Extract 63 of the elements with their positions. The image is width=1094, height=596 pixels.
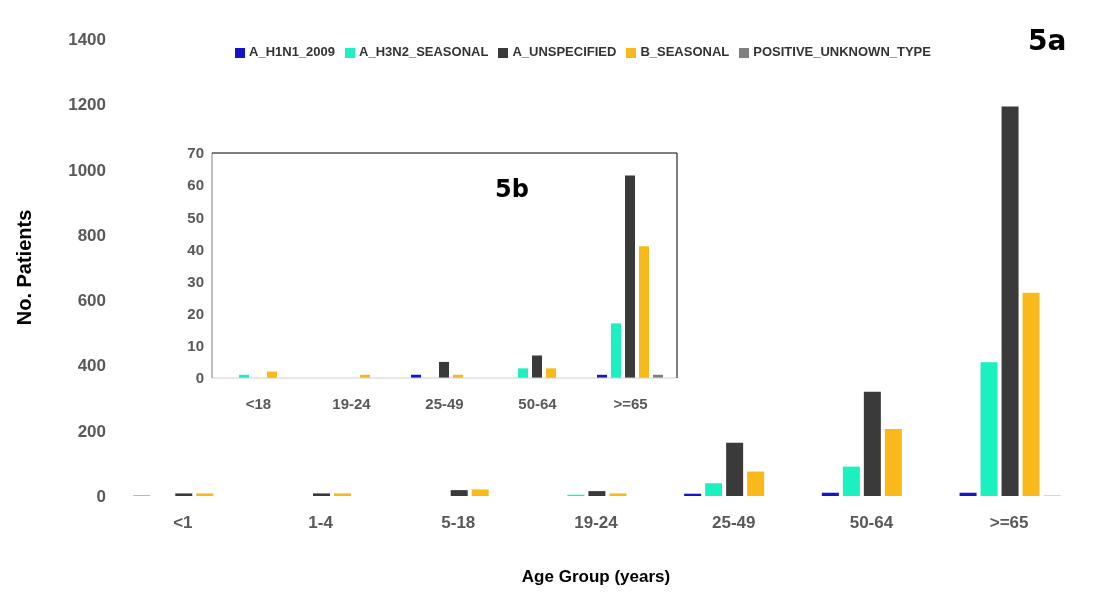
y-tick-label: 1200 bbox=[68, 95, 106, 115]
y-tick-label: 30 bbox=[187, 272, 204, 290]
bar bbox=[196, 493, 214, 496]
bar bbox=[333, 493, 351, 496]
bar bbox=[639, 246, 650, 378]
x-tick-label: 5-18 bbox=[441, 513, 476, 533]
bar bbox=[726, 442, 744, 496]
x-tick-label: >=65 bbox=[989, 513, 1029, 533]
bar bbox=[609, 493, 627, 496]
bar bbox=[532, 355, 543, 378]
x-tick-label: >=65 bbox=[613, 394, 648, 412]
bar bbox=[821, 492, 839, 496]
bar bbox=[705, 483, 723, 496]
text: 5b bbox=[495, 175, 529, 203]
y-tick-label: 600 bbox=[77, 291, 106, 311]
x-axis-title: Age Group (years) bbox=[521, 567, 671, 586]
y-tick-label: 200 bbox=[77, 421, 106, 441]
bar bbox=[439, 361, 450, 378]
bar bbox=[625, 175, 636, 378]
y-tick-label: 10 bbox=[187, 337, 204, 355]
legend-label: B_SEASONAL bbox=[640, 44, 730, 59]
x-tick-label: 19-24 bbox=[332, 394, 372, 412]
y-tick-label: 50 bbox=[187, 208, 204, 226]
y-tick-label: 60 bbox=[187, 176, 204, 194]
bar bbox=[1022, 292, 1040, 496]
bar bbox=[175, 493, 193, 496]
chart-title: 5a bbox=[1028, 24, 1067, 57]
y-tick-label: 1000 bbox=[68, 160, 106, 180]
y-axis-title: No. Patients bbox=[13, 209, 36, 326]
legend-label: A_H1N1_2009 bbox=[249, 44, 336, 59]
bar bbox=[842, 466, 860, 496]
x-tick-label: <1 bbox=[173, 513, 193, 533]
bar bbox=[884, 429, 902, 496]
bar bbox=[863, 391, 881, 496]
y-tick-label: 400 bbox=[77, 356, 106, 376]
bar bbox=[312, 493, 330, 496]
bar bbox=[959, 492, 977, 496]
x-tick-label: <18 bbox=[245, 394, 272, 412]
legend-label: A_UNSPECIFIED bbox=[512, 44, 617, 59]
y-tick-label: 800 bbox=[77, 225, 106, 245]
bar bbox=[546, 368, 557, 378]
bar bbox=[980, 362, 998, 496]
y-tick-label: 0 bbox=[96, 487, 106, 507]
bar bbox=[518, 368, 529, 378]
bar bbox=[450, 490, 468, 496]
y-tick-label: 40 bbox=[187, 240, 204, 258]
legend-label: POSITIVE_UNKNOWN_TYPE bbox=[753, 44, 931, 59]
x-tick-label: 25-49 bbox=[711, 513, 756, 533]
y-tick-label: 70 bbox=[187, 144, 204, 162]
y-tick-label: 0 bbox=[195, 369, 204, 387]
bar bbox=[1001, 106, 1019, 496]
x-tick-label: 50-64 bbox=[518, 394, 558, 412]
y-tick-label: 1400 bbox=[68, 30, 106, 50]
x-tick-label: 1-4 bbox=[308, 513, 334, 533]
x-tick-label: 50-64 bbox=[849, 513, 894, 533]
bar bbox=[471, 489, 489, 496]
y-tick-label: 20 bbox=[187, 305, 204, 323]
bar bbox=[611, 323, 622, 378]
bar bbox=[747, 471, 765, 496]
bar bbox=[588, 491, 606, 496]
x-tick-label: 25-49 bbox=[425, 394, 464, 412]
x-tick-label: 19-24 bbox=[574, 513, 619, 533]
legend-label: A_H3N2_SEASONAL bbox=[359, 44, 489, 59]
